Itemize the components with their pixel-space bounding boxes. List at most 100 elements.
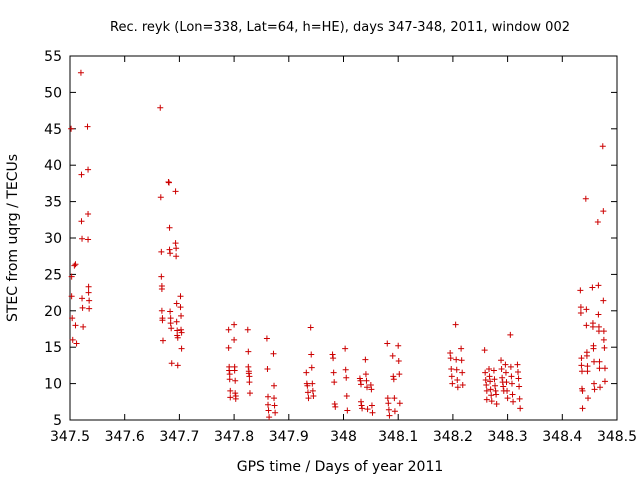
- data-point: [265, 407, 272, 414]
- data-point: [330, 355, 337, 362]
- data-point: [583, 306, 590, 313]
- data-point: [502, 369, 509, 376]
- data-point: [174, 362, 181, 369]
- data-point: [85, 166, 92, 173]
- data-point: [174, 327, 181, 334]
- y-tick-label: 45: [44, 122, 62, 138]
- data-point: [85, 236, 92, 243]
- data-point: [308, 351, 315, 358]
- data-point: [342, 366, 349, 373]
- data-point: [600, 328, 607, 335]
- data-point: [157, 194, 164, 201]
- data-point: [384, 395, 391, 402]
- data-point: [168, 325, 175, 332]
- data-point: [246, 390, 253, 397]
- data-point: [362, 371, 369, 378]
- data-point: [172, 240, 179, 247]
- data-point: [367, 382, 374, 389]
- data-point: [488, 392, 495, 399]
- data-point: [596, 365, 603, 372]
- x-tick-label: 348.3: [488, 429, 528, 445]
- y-tick-label: 15: [44, 340, 62, 356]
- data-point: [517, 405, 524, 412]
- y-tick-label: 50: [44, 85, 62, 101]
- data-point: [225, 344, 232, 351]
- data-point: [177, 293, 184, 300]
- data-point: [173, 245, 180, 252]
- y-tick-label: 10: [44, 377, 62, 393]
- data-point: [516, 395, 523, 402]
- data-point: [158, 248, 165, 255]
- data-point: [498, 366, 505, 373]
- data-point: [68, 125, 75, 132]
- data-point: [359, 405, 366, 412]
- data-point: [173, 318, 180, 325]
- data-point: [270, 350, 277, 357]
- data-point: [486, 373, 493, 380]
- data-point: [452, 321, 459, 328]
- data-point: [583, 322, 590, 329]
- points-layer: [68, 69, 608, 421]
- data-point: [264, 366, 271, 373]
- data-point: [358, 381, 365, 388]
- data-point: [391, 408, 398, 415]
- data-point: [232, 377, 239, 384]
- data-point: [271, 395, 278, 402]
- data-point: [509, 391, 516, 398]
- x-tick-label: 348.2: [433, 429, 473, 445]
- data-point: [499, 374, 506, 381]
- data-point: [227, 387, 234, 394]
- data-point: [344, 407, 351, 414]
- data-point: [159, 317, 166, 324]
- y-tick-label: 20: [44, 304, 62, 320]
- data-point: [158, 307, 165, 314]
- data-point: [508, 380, 515, 387]
- data-point: [385, 406, 392, 413]
- data-point: [310, 392, 317, 399]
- data-point: [178, 345, 185, 352]
- data-point: [396, 371, 403, 378]
- data-point: [448, 366, 455, 373]
- data-point: [168, 360, 175, 367]
- data-point: [329, 351, 336, 358]
- data-point: [304, 389, 311, 396]
- x-tick-label: 347.8: [214, 429, 254, 445]
- data-point: [79, 235, 86, 242]
- x-tick-label: 347.6: [105, 429, 145, 445]
- data-point: [488, 398, 495, 405]
- data-point: [597, 384, 604, 391]
- data-point: [600, 336, 607, 343]
- data-point: [158, 273, 165, 280]
- data-point: [68, 273, 75, 280]
- data-point: [368, 402, 375, 409]
- data-point: [244, 326, 251, 333]
- data-point: [265, 401, 272, 408]
- data-point: [166, 246, 173, 253]
- data-point: [364, 406, 371, 413]
- data-point: [589, 284, 596, 291]
- data-point: [483, 396, 490, 403]
- data-point: [86, 297, 93, 304]
- data-point: [508, 373, 515, 380]
- data-point: [500, 383, 507, 390]
- data-point: [578, 355, 585, 362]
- data-point: [85, 210, 92, 217]
- data-point: [272, 409, 279, 416]
- data-point: [303, 369, 310, 376]
- data-point: [343, 374, 350, 381]
- data-point: [173, 253, 180, 260]
- data-point: [590, 345, 597, 352]
- data-point: [498, 357, 505, 364]
- data-point: [226, 376, 233, 383]
- data-point: [582, 195, 589, 202]
- data-point: [390, 373, 397, 380]
- data-point: [584, 363, 591, 370]
- data-point: [483, 382, 490, 389]
- data-point: [481, 347, 488, 354]
- data-point: [85, 283, 92, 290]
- data-point: [483, 387, 490, 394]
- data-point: [167, 308, 174, 315]
- data-point: [395, 358, 402, 365]
